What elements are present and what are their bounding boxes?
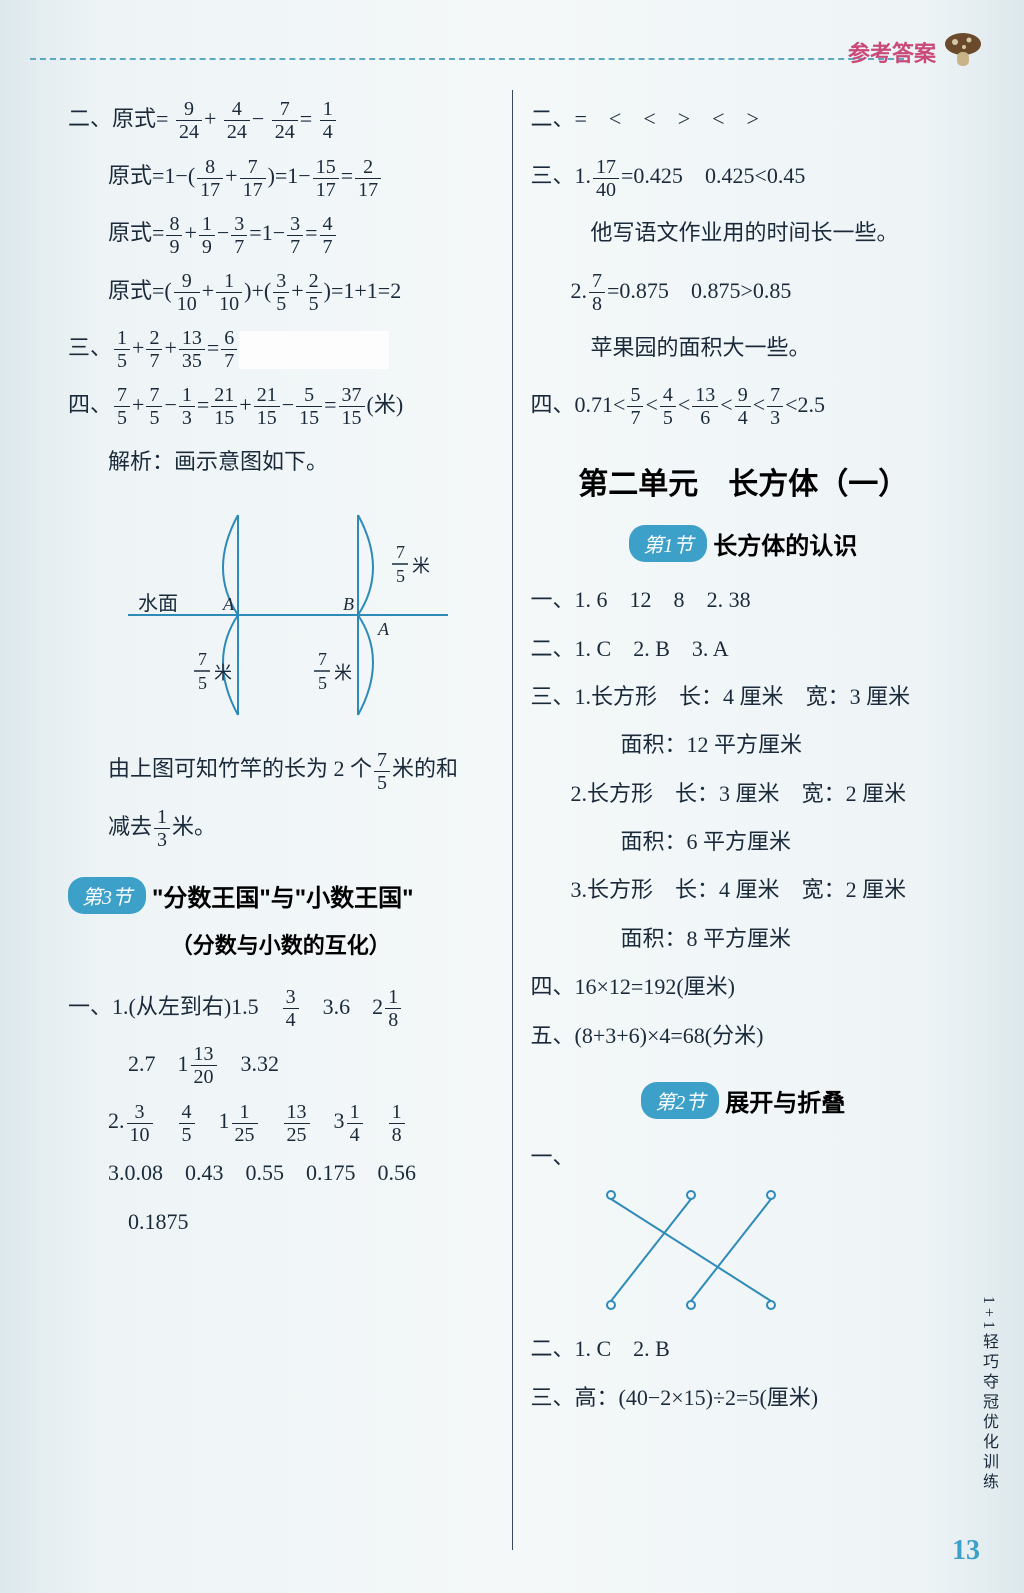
left-column: 二、原式= 924+ 424− 724= 14 原式=1−(817+717)=1… (50, 90, 513, 1550)
side-vertical-text: 1+1轻巧夺冠优化训练 (976, 1296, 1000, 1493)
svg-text:7: 7 (198, 649, 207, 669)
r-row3-2-text: 苹果园的面积大一些。 (531, 319, 957, 376)
svg-text:B: B (343, 594, 354, 614)
u2s1-3-3: 3.长方形 长：4 厘米 宽：2 厘米 (531, 866, 957, 914)
right-column: 二、= < < > < > 三、1.1740=0.425 0.425<0.45 … (513, 90, 975, 1550)
label-2: 二、 (68, 106, 112, 131)
u2s1-3-2: 2.长方形 长：3 厘米 宽：2 厘米 (531, 770, 957, 818)
eq-2-2: 原式=1−(817+717)=1−1517=217 (68, 147, 494, 204)
svg-text:A: A (377, 619, 390, 639)
content-columns: 二、原式= 924+ 424− 724= 14 原式=1−(817+717)=1… (50, 90, 974, 1550)
eq-2-3: 原式=89+19−37=1−37=47 (68, 204, 494, 261)
u2s1-1: 一、1. 6 12 8 2. 38 (531, 576, 957, 624)
page: 参考答案 二、原式= 924+ 424− 724= 14 原式=1−(817+7… (0, 0, 1024, 1593)
r-row3-1-text: 他写语文作业用的时间长一些。 (531, 204, 957, 261)
prefix: 原式 (112, 106, 156, 131)
u2s2-2: 二、1. C 2. B (531, 1325, 957, 1373)
diagram-desc-2: 减去13米。 (68, 798, 494, 855)
svg-text:5: 5 (396, 566, 405, 586)
u2-section-2-title: 展开与折叠 (725, 1083, 845, 1118)
page-number: 13 (952, 1535, 980, 1567)
section-3-badge: 第3节 (68, 877, 146, 914)
svg-text:7: 7 (318, 649, 327, 669)
cross-match-diagram (591, 1185, 811, 1315)
section-3-subtitle: （分数与小数的互化） (68, 928, 494, 960)
r-row3-2: 2.78=0.875 0.875>0.85 (531, 262, 957, 319)
u2s1-3-2-area: 面积：6 平方厘米 (531, 818, 957, 866)
header-label: 参考答案 (848, 36, 936, 68)
diagram-desc-1: 由上图可知竹竿的长为 2 个75米的和 (68, 740, 494, 797)
section-3-title: "分数王国"与"小数王国" (152, 878, 414, 913)
sec3-3-row2: 0.1875 (68, 1198, 494, 1246)
svg-text:7: 7 (396, 542, 405, 562)
bamboo-diagram: 水面 A B A 7 5 米 7 5 米 7 5 米 (128, 500, 448, 730)
u2s1-5: 五、(8+3+6)×4=68(分米) (531, 1012, 957, 1060)
u2s2-3: 三、高：(40−2×15)÷2=5(厘米) (531, 1374, 957, 1422)
svg-text:5: 5 (198, 673, 207, 693)
eq-2-1: 二、原式= 924+ 424− 724= 14 (68, 90, 494, 147)
blank-patch (239, 331, 389, 369)
r-row3-1: 三、1.1740=0.425 0.425<0.45 (531, 147, 957, 204)
u2s1-3-1: 三、1.长方形 长：4 厘米 宽：3 厘米 (531, 673, 957, 721)
svg-text:水面: 水面 (138, 592, 178, 615)
section-3-header: 第3节 "分数王国"与"小数王国" (68, 877, 494, 914)
svg-text:米: 米 (334, 663, 352, 683)
svg-text:米: 米 (214, 663, 232, 683)
eq-2-4: 原式=(910+110)+(35+25)=1+1=2 (68, 262, 494, 319)
sec3-3-row1: 3.0.08 0.43 0.55 0.175 0.56 (68, 1149, 494, 1197)
r-row2: 二、= < < > < > (531, 90, 957, 147)
svg-text:A: A (222, 594, 235, 614)
sec3-1-row1: 一、1.(从左到右)1.5 34 3.6 218 (68, 978, 494, 1035)
u2-section-1-title: 长方体的认识 (713, 526, 857, 561)
u2s1-3-3-area: 面积：8 平方厘米 (531, 915, 957, 963)
sec3-1-row2: 2.7 11320 3.32 (68, 1035, 494, 1092)
u2-section-2-header: 第2节 展开与折叠 (531, 1082, 957, 1119)
u2-section-1-badge: 第1节 (629, 525, 707, 562)
eq-4: 四、75+75−13=2115+2115−515=3715(米) (68, 376, 494, 433)
sec3-2-row: 2.310 45 1125 1325 314 18 (68, 1092, 494, 1149)
svg-text:5: 5 (318, 673, 327, 693)
u2-section-2-badge: 第2节 (641, 1082, 719, 1119)
u2s1-3-1-area: 面积：12 平方厘米 (531, 721, 957, 769)
analysis-label: 解析：画示意图如下。 (68, 433, 494, 490)
u2s1-4: 四、16×12=192(厘米) (531, 963, 957, 1011)
eq-3: 三、15+27+1335=67 (68, 319, 494, 376)
svg-text:米: 米 (412, 556, 430, 576)
top-dashed-divider (30, 58, 904, 60)
u2-section-1-header: 第1节 长方体的认识 (531, 525, 957, 562)
u2s2-1-label: 一、 (531, 1133, 957, 1181)
r-row4: 四、0.71<57<45<136<94<73<2.5 (531, 376, 957, 433)
unit-2-title: 第二单元 长方体（一） (531, 459, 957, 503)
mushroom-icon (942, 30, 984, 72)
u2s1-2: 二、1. C 2. B 3. A (531, 625, 957, 673)
